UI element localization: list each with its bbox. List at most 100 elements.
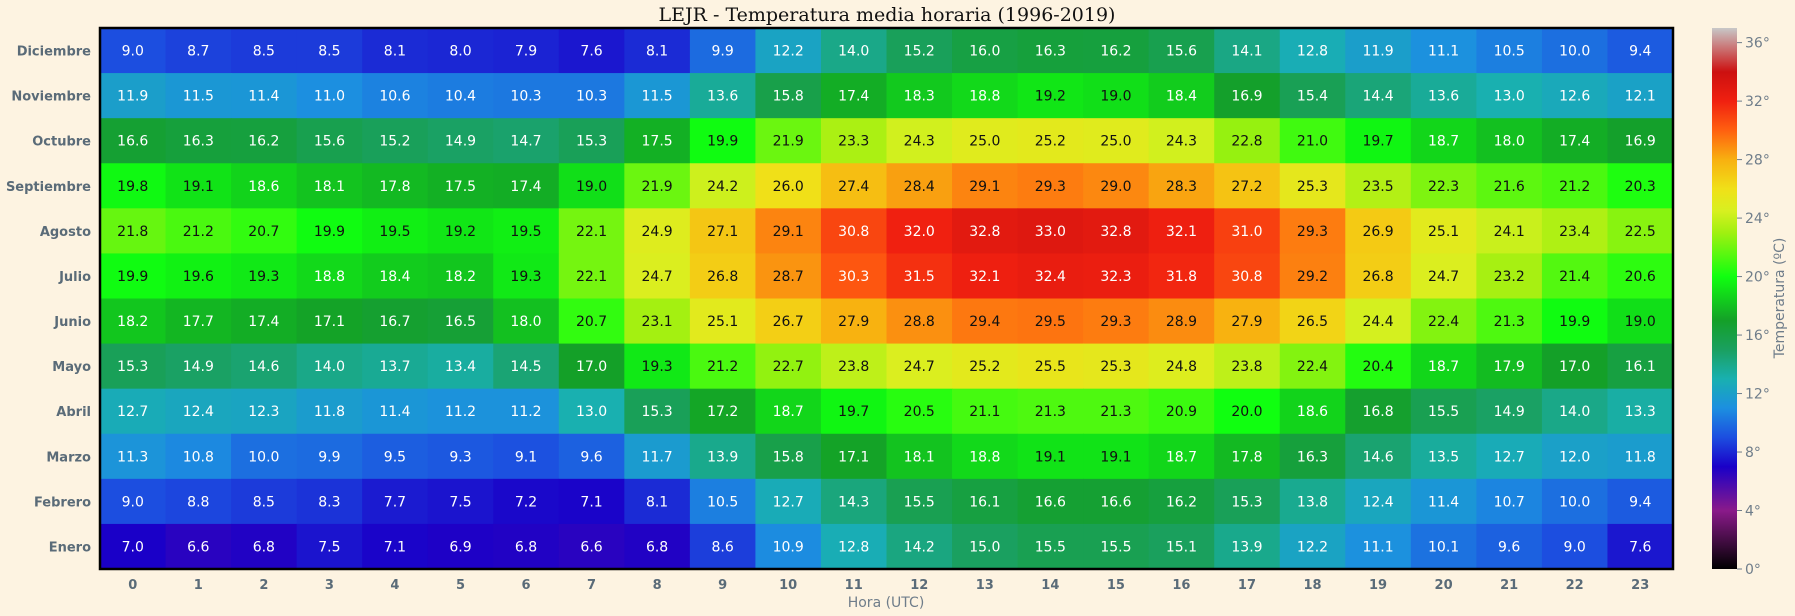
- heatmap-cell: [755, 28, 822, 74]
- heatmap-cell: [1476, 433, 1543, 480]
- y-tick-label: Diciembre: [17, 45, 91, 60]
- cell-value-label: 17.8: [379, 179, 410, 195]
- heatmap-cell: [100, 28, 167, 74]
- colorbar-label: Temperatura (ºC): [1772, 238, 1788, 360]
- cell-value-label: 6.6: [580, 539, 602, 555]
- heatmap-cell: [493, 388, 560, 435]
- heatmap-cell: [1410, 118, 1477, 164]
- cell-value-label: 19.9: [117, 269, 148, 285]
- cell-value-label: 19.2: [1035, 89, 1066, 105]
- x-tick-label: 20: [1435, 578, 1453, 593]
- cell-value-label: 14.7: [510, 134, 541, 150]
- heatmap-cell: [1279, 343, 1346, 390]
- cell-value-label: 8.8: [187, 494, 209, 510]
- cell-value-label: 29.5: [1035, 314, 1066, 330]
- heatmap-cell: [493, 163, 560, 209]
- x-tick-label: 4: [390, 578, 399, 593]
- cell-value-label: 17.4: [838, 89, 869, 105]
- heatmap-cell: [1017, 118, 1084, 164]
- heatmap-cell: [427, 343, 494, 390]
- heatmap-cell: [1083, 298, 1150, 345]
- x-tick-label: 9: [718, 578, 727, 593]
- cell-value-label: 14.9: [183, 359, 214, 375]
- heatmap-cell: [1279, 253, 1346, 299]
- cell-value-label: 10.8: [183, 449, 214, 465]
- cell-value-label: 17.2: [707, 404, 738, 420]
- heatmap-cell: [231, 253, 298, 299]
- colorbar: 0° 4° 8° 12° 16° 20° 24° 28° 32° 36° Temperatura …: [1712, 28, 1788, 578]
- heatmap-cell: [1476, 208, 1543, 254]
- cell-value-label: 18.6: [248, 179, 279, 195]
- cell-value-label: 21.3: [1494, 314, 1525, 330]
- heatmap-cell: [1214, 433, 1281, 480]
- heatmap-cell: [1541, 253, 1608, 299]
- cell-value-label: 13.8: [1297, 494, 1328, 510]
- heatmap-cell: [1476, 523, 1543, 570]
- heatmap-cell: [1541, 298, 1608, 345]
- heatmap-cell: [1017, 208, 1084, 254]
- cell-value-label: 19.3: [510, 269, 541, 285]
- heatmap-cell: [624, 298, 691, 345]
- heatmap-cell: [820, 208, 887, 254]
- heatmap-cell: [1214, 388, 1281, 435]
- cell-value-label: 21.2: [707, 359, 738, 375]
- heatmap-cell: [755, 208, 822, 254]
- heatmap-cell: [558, 163, 625, 209]
- cell-value-label: 25.1: [707, 314, 738, 330]
- y-tick-label: Marzo: [46, 450, 91, 465]
- heatmap-cell: [231, 433, 298, 480]
- heatmap-cell: [558, 73, 625, 119]
- heatmap-cell: [165, 253, 232, 299]
- heatmap-cell: [1083, 208, 1150, 254]
- cell-value-label: 15.2: [379, 134, 410, 150]
- cell-value-label: 20.7: [576, 314, 607, 330]
- cell-value-label: 15.6: [1166, 44, 1197, 60]
- heatmap-cell: [231, 478, 298, 525]
- cell-value-label: 10.5: [707, 494, 738, 510]
- cell-value-label: 21.2: [1559, 179, 1590, 195]
- heatmap-cell: [820, 343, 887, 390]
- cell-value-label: 20.3: [1625, 179, 1656, 195]
- heatmap-cell: [886, 388, 953, 435]
- heatmap-cell: [1607, 523, 1674, 570]
- cell-value-label: 14.9: [1494, 404, 1525, 420]
- heatmap-cell: [820, 298, 887, 345]
- heatmap-cell: [624, 118, 691, 164]
- heatmap-cell: [1410, 478, 1477, 525]
- cell-value-label: 24.7: [1428, 269, 1459, 285]
- heatmap-cell: [1476, 73, 1543, 119]
- cell-value-label: 11.2: [510, 404, 541, 420]
- cell-value-label: 25.2: [969, 359, 1000, 375]
- cell-value-label: 16.6: [1100, 494, 1131, 510]
- cell-value-label: 19.5: [379, 224, 410, 240]
- heatmap-cell: [296, 28, 363, 74]
- cell-value-label: 14.0: [838, 44, 869, 60]
- cell-value-label: 8.5: [253, 44, 275, 60]
- cell-value-label: 13.4: [445, 359, 476, 375]
- cell-value-label: 18.2: [445, 269, 476, 285]
- x-tick-label: 10: [779, 578, 797, 593]
- cell-value-label: 11.5: [642, 89, 673, 105]
- heatmap-cell: [820, 163, 887, 209]
- colorbar-tick-label: 4°: [1745, 504, 1761, 520]
- heatmap-cell: [1017, 163, 1084, 209]
- colorbar-tick-label: 20°: [1745, 270, 1770, 286]
- x-tick-label: 17: [1238, 578, 1256, 593]
- heatmap-cell: [296, 433, 363, 480]
- cell-value-label: 26.7: [773, 314, 804, 330]
- heatmap-cell: [1410, 208, 1477, 254]
- colorbar-tick-label: 24°: [1745, 211, 1770, 227]
- cell-value-label: 27.2: [1231, 179, 1262, 195]
- heatmap-cell: [1083, 478, 1150, 525]
- heatmap-cell: [296, 343, 363, 390]
- cell-value-label: 11.2: [445, 404, 476, 420]
- heatmap-cell: [689, 343, 756, 390]
- heatmap-cell: [165, 208, 232, 254]
- heatmap-cell: [427, 118, 494, 164]
- heatmap-cell: [886, 478, 953, 525]
- cell-value-label: 10.0: [248, 449, 279, 465]
- cell-value-label: 24.3: [904, 134, 935, 150]
- heatmap-cell: [1148, 523, 1215, 570]
- cell-value-label: 18.1: [904, 449, 935, 465]
- heatmap-cell: [952, 478, 1019, 525]
